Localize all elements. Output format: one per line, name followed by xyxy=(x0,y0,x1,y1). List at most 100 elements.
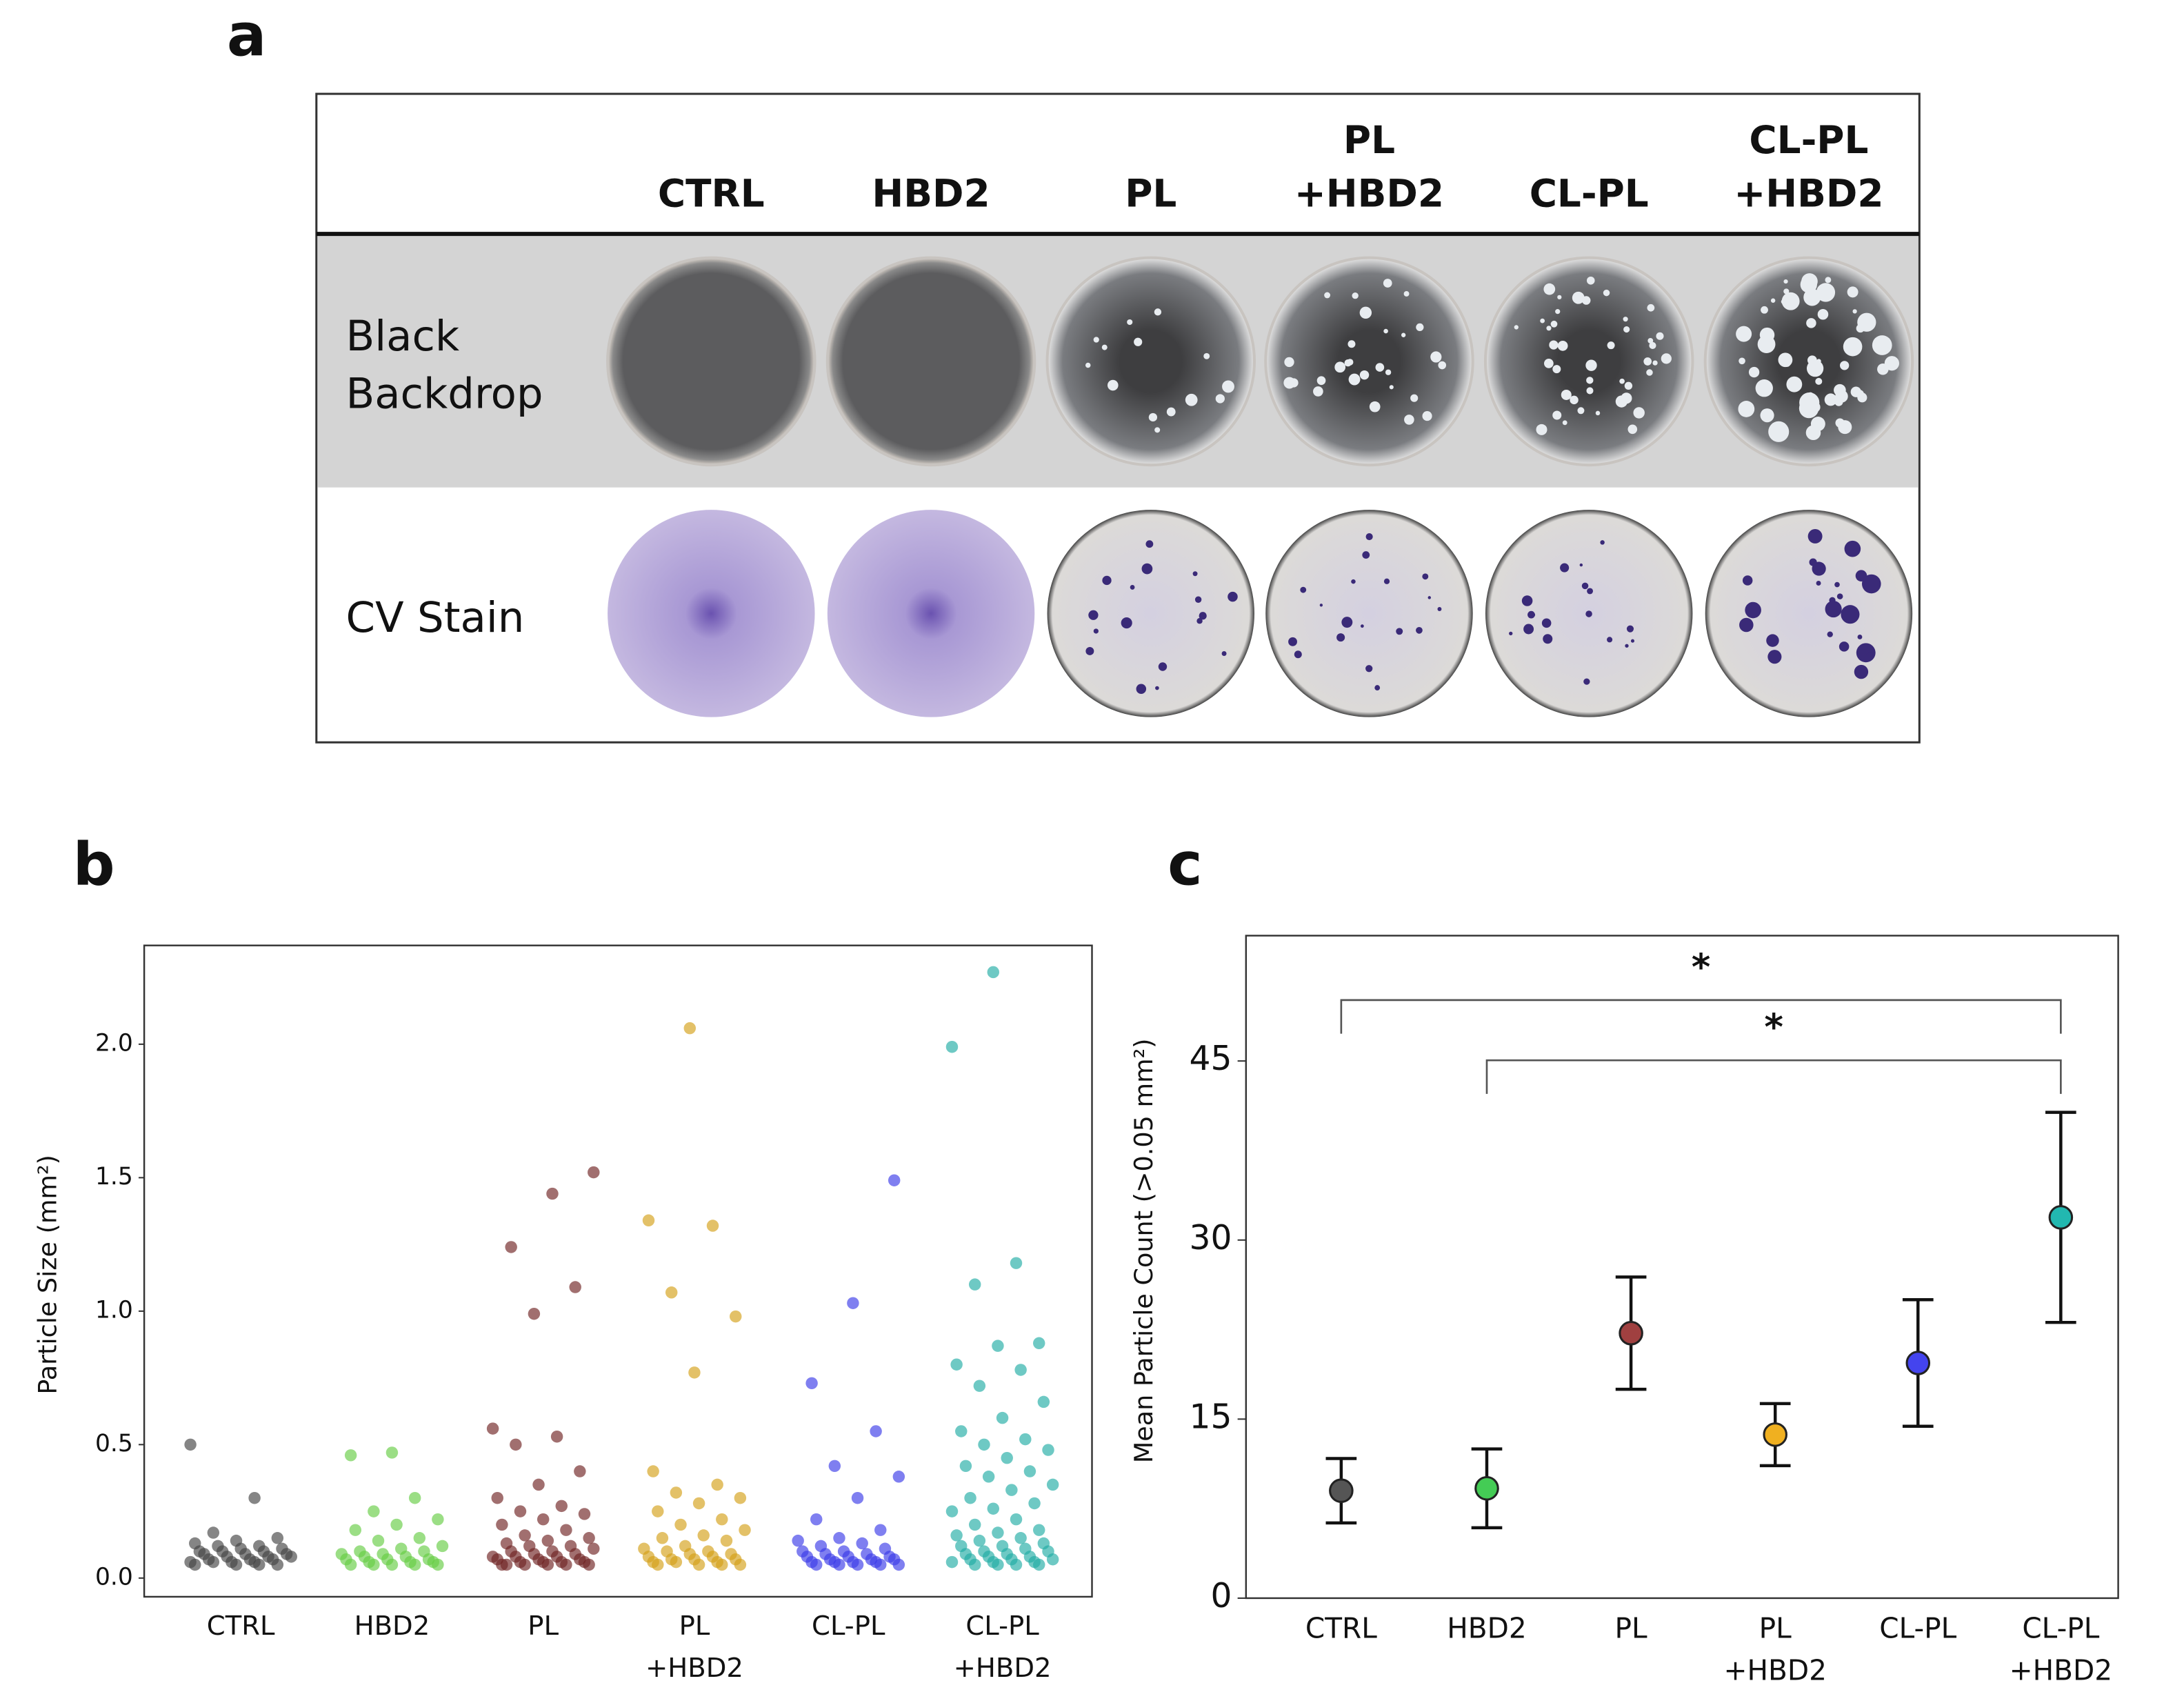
data-point xyxy=(519,1529,531,1542)
dish-photo xyxy=(1045,256,1256,467)
particle-speck xyxy=(1557,295,1562,299)
data-point xyxy=(945,1555,959,1569)
data-point xyxy=(1046,1553,1059,1566)
data-point xyxy=(945,1040,959,1053)
data-point xyxy=(851,1558,864,1571)
particle-speck xyxy=(1781,299,1786,304)
data-point xyxy=(368,1558,380,1571)
particle-speck xyxy=(1799,398,1819,419)
particle-speck xyxy=(1438,361,1447,370)
stain-speck xyxy=(1585,610,1592,617)
particle-speck xyxy=(1872,335,1892,355)
y-tick-label: 45 xyxy=(1190,1039,1232,1078)
data-point xyxy=(1032,1337,1045,1350)
data-point xyxy=(996,1411,1009,1424)
data-point xyxy=(432,1513,444,1526)
data-point xyxy=(271,1558,284,1571)
data-point xyxy=(959,1460,972,1473)
stain-speck xyxy=(1194,596,1202,603)
data-point xyxy=(385,1446,399,1459)
stain-speck xyxy=(1362,551,1370,559)
particle-speck xyxy=(1154,427,1161,433)
data-point xyxy=(973,1380,986,1392)
column-header: PL xyxy=(1125,171,1176,215)
particle-speck xyxy=(1549,340,1559,350)
particle-speck xyxy=(1562,420,1567,426)
stain-speck xyxy=(1626,625,1634,633)
particle-speck xyxy=(1884,356,1900,371)
particle-speck xyxy=(1807,355,1817,366)
particle-speck xyxy=(1324,292,1331,299)
particle-speck xyxy=(1540,318,1545,324)
particle-speck xyxy=(1344,359,1352,367)
data-point xyxy=(285,1551,297,1563)
significance-label: * xyxy=(1764,1006,1783,1048)
data-point xyxy=(505,1241,517,1253)
stain-photo xyxy=(827,510,1035,717)
particle-speck xyxy=(1603,289,1610,297)
particle-speck xyxy=(1359,370,1370,380)
row-label: CV Stain xyxy=(345,593,524,642)
particle-speck xyxy=(1783,279,1788,284)
stain-speck xyxy=(1816,581,1821,586)
x-tick-label: +HBD2 xyxy=(954,1653,1052,1684)
particle-speck xyxy=(1422,411,1432,421)
stain-speck xyxy=(1383,578,1390,584)
particle-speck xyxy=(1561,389,1572,400)
data-point xyxy=(550,1430,563,1443)
stain-speck xyxy=(1196,618,1203,624)
data-point xyxy=(368,1505,380,1517)
particle-speck xyxy=(1595,410,1601,416)
stain-photo xyxy=(1265,510,1473,717)
data-point xyxy=(670,1555,683,1569)
particle-speck xyxy=(1134,337,1143,346)
stain-speck xyxy=(1155,686,1159,690)
particle-speck xyxy=(1761,306,1768,314)
y-tick-label: 2.0 xyxy=(95,1029,133,1057)
data-point xyxy=(1032,1558,1045,1571)
particle-speck xyxy=(1652,360,1658,366)
plot-frame xyxy=(143,944,1093,1598)
stain-speck xyxy=(1300,586,1307,593)
stain-speck xyxy=(1319,604,1323,607)
data-point xyxy=(955,1425,968,1437)
plot-frame xyxy=(1245,935,2119,1600)
stain-speck xyxy=(1085,646,1094,655)
particle-speck xyxy=(1359,306,1372,319)
stain-speck xyxy=(1543,634,1553,644)
data-point xyxy=(851,1492,864,1504)
data-point xyxy=(982,1471,995,1483)
data-point xyxy=(1001,1451,1013,1464)
particle-speck xyxy=(1557,340,1568,351)
particle-speck xyxy=(1107,379,1119,391)
particle-speck xyxy=(1430,351,1442,363)
particle-speck xyxy=(1410,394,1419,402)
panel-label: a xyxy=(227,1,267,70)
stain-speck xyxy=(1365,533,1373,541)
data-point xyxy=(670,1486,683,1499)
data-point xyxy=(642,1214,655,1227)
data-point xyxy=(496,1518,508,1531)
data-point xyxy=(184,1438,197,1451)
x-tick-label: +HBD2 xyxy=(2010,1654,2112,1687)
particle-speck xyxy=(1738,401,1755,417)
stain-speck xyxy=(1360,624,1364,628)
particle-speck xyxy=(1736,326,1752,342)
data-point xyxy=(408,1492,421,1504)
mean-point xyxy=(1329,1478,1354,1503)
particle-speck xyxy=(1801,273,1818,290)
x-tick-label: CL-PL xyxy=(965,1611,1039,1642)
dish-photo xyxy=(825,256,1036,467)
particle-speck xyxy=(1536,424,1547,435)
stain-speck xyxy=(1844,540,1861,557)
stain-speck xyxy=(1839,641,1850,652)
data-point xyxy=(349,1524,362,1536)
data-point xyxy=(706,1220,719,1232)
stain-speck xyxy=(1521,595,1533,606)
x-tick-label: CL-PL xyxy=(1879,1612,1956,1645)
particle-speck xyxy=(1643,357,1652,366)
data-point xyxy=(688,1366,701,1379)
particle-speck xyxy=(1581,296,1591,305)
data-point xyxy=(1014,1532,1027,1544)
x-tick-label: +HBD2 xyxy=(645,1653,743,1684)
